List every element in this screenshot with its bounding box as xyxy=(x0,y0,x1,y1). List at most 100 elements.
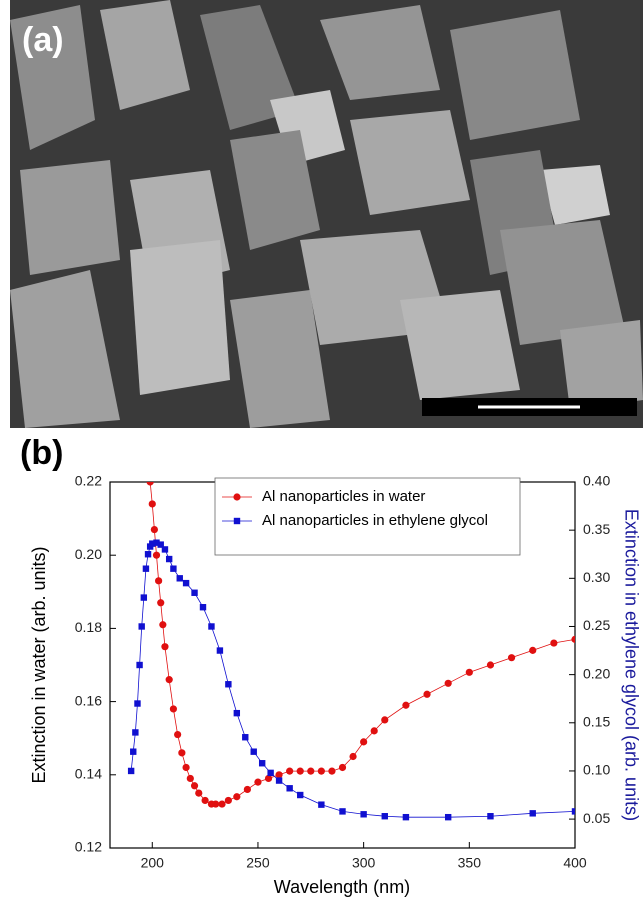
marker xyxy=(286,785,292,791)
marker xyxy=(259,760,265,766)
marker xyxy=(286,768,293,775)
marker xyxy=(318,768,325,775)
marker xyxy=(508,654,515,661)
marker xyxy=(529,647,536,654)
marker xyxy=(487,661,494,668)
panel-label: (b) xyxy=(20,434,63,472)
x-axis-label: Wavelength (nm) xyxy=(274,877,410,897)
marker xyxy=(202,797,209,804)
marker xyxy=(145,551,151,557)
marker xyxy=(166,676,173,683)
marker xyxy=(161,643,168,650)
legend-label: Al nanoparticles in ethylene glycol xyxy=(262,512,488,529)
marker xyxy=(149,500,156,507)
marker xyxy=(382,813,388,819)
marker xyxy=(162,546,168,552)
marker xyxy=(530,810,536,816)
x-tick-label: 350 xyxy=(458,855,482,871)
marker xyxy=(178,749,185,756)
marker xyxy=(550,639,557,646)
panel-label: (a) xyxy=(22,21,64,59)
marker xyxy=(360,738,367,745)
marker xyxy=(218,800,225,807)
y-tick-label: 0.18 xyxy=(75,619,102,635)
marker xyxy=(155,577,162,584)
y-tick-label: 0.14 xyxy=(75,766,102,782)
marker xyxy=(134,700,140,706)
marker xyxy=(234,518,240,524)
marker xyxy=(466,669,473,676)
marker xyxy=(339,764,346,771)
sem-image xyxy=(10,0,643,428)
marker xyxy=(307,768,314,775)
marker xyxy=(276,777,282,783)
marker xyxy=(217,647,223,653)
marker xyxy=(267,770,273,776)
legend: Al nanoparticles in water Al nanoparticle… xyxy=(215,478,520,555)
marker xyxy=(402,702,409,709)
series-line xyxy=(131,543,575,818)
marker xyxy=(297,792,303,798)
marker xyxy=(187,775,194,782)
marker xyxy=(170,705,177,712)
x-tick-label: 300 xyxy=(352,855,376,871)
page: {"panel_a_label": "(a)", "panel_b_label"… xyxy=(0,0,643,907)
marker xyxy=(571,636,578,643)
marker xyxy=(200,604,206,610)
y-tick-label: 0.12 xyxy=(75,839,102,855)
marker xyxy=(159,621,166,628)
y2-tick-label: 0.25 xyxy=(583,617,610,633)
marker xyxy=(128,768,134,774)
marker xyxy=(572,808,578,814)
y2-tick-label: 0.20 xyxy=(583,665,610,681)
legend-label: Al nanoparticles in water xyxy=(262,488,425,505)
marker xyxy=(151,526,158,533)
marker xyxy=(195,790,202,797)
marker xyxy=(157,599,164,606)
y-axis-label: Extinction in water (arb. units) xyxy=(29,546,49,783)
marker xyxy=(360,811,366,817)
marker xyxy=(139,623,145,629)
marker xyxy=(244,786,251,793)
marker xyxy=(136,662,142,668)
marker xyxy=(233,493,240,500)
y-tick-label: 0.20 xyxy=(75,546,102,562)
marker xyxy=(183,580,189,586)
marker xyxy=(423,691,430,698)
marker xyxy=(487,813,493,819)
y-tick-label: 0.22 xyxy=(75,473,102,489)
marker xyxy=(212,800,219,807)
x-tick-label: 200 xyxy=(141,855,165,871)
y2-tick-label: 0.15 xyxy=(583,713,610,729)
marker xyxy=(234,710,240,716)
marker xyxy=(191,590,197,596)
y-tick-label: 0.16 xyxy=(75,692,102,708)
marker xyxy=(371,727,378,734)
marker xyxy=(242,734,248,740)
y2-axis-label: Extinction in ethylene glycol (arb. unit… xyxy=(621,509,641,821)
marker xyxy=(130,748,136,754)
marker xyxy=(225,797,232,804)
marker xyxy=(174,731,181,738)
marker xyxy=(254,779,261,786)
y2-tick-label: 0.40 xyxy=(583,473,610,489)
marker xyxy=(297,768,304,775)
marker xyxy=(251,748,257,754)
marker xyxy=(153,552,160,559)
marker xyxy=(141,594,147,600)
marker xyxy=(147,478,154,485)
marker xyxy=(233,793,240,800)
marker xyxy=(381,716,388,723)
marker xyxy=(318,801,324,807)
marker xyxy=(445,814,451,820)
marker xyxy=(170,565,176,571)
marker xyxy=(177,575,183,581)
marker xyxy=(445,680,452,687)
marker xyxy=(132,729,138,735)
marker xyxy=(339,808,345,814)
marker xyxy=(208,623,214,629)
y2-tick-label: 0.30 xyxy=(583,569,610,585)
marker xyxy=(166,556,172,562)
figure: (a) (b) Wavelength (nm) Extinction in wa… xyxy=(0,0,643,907)
y2-tick-label: 0.35 xyxy=(583,521,610,537)
